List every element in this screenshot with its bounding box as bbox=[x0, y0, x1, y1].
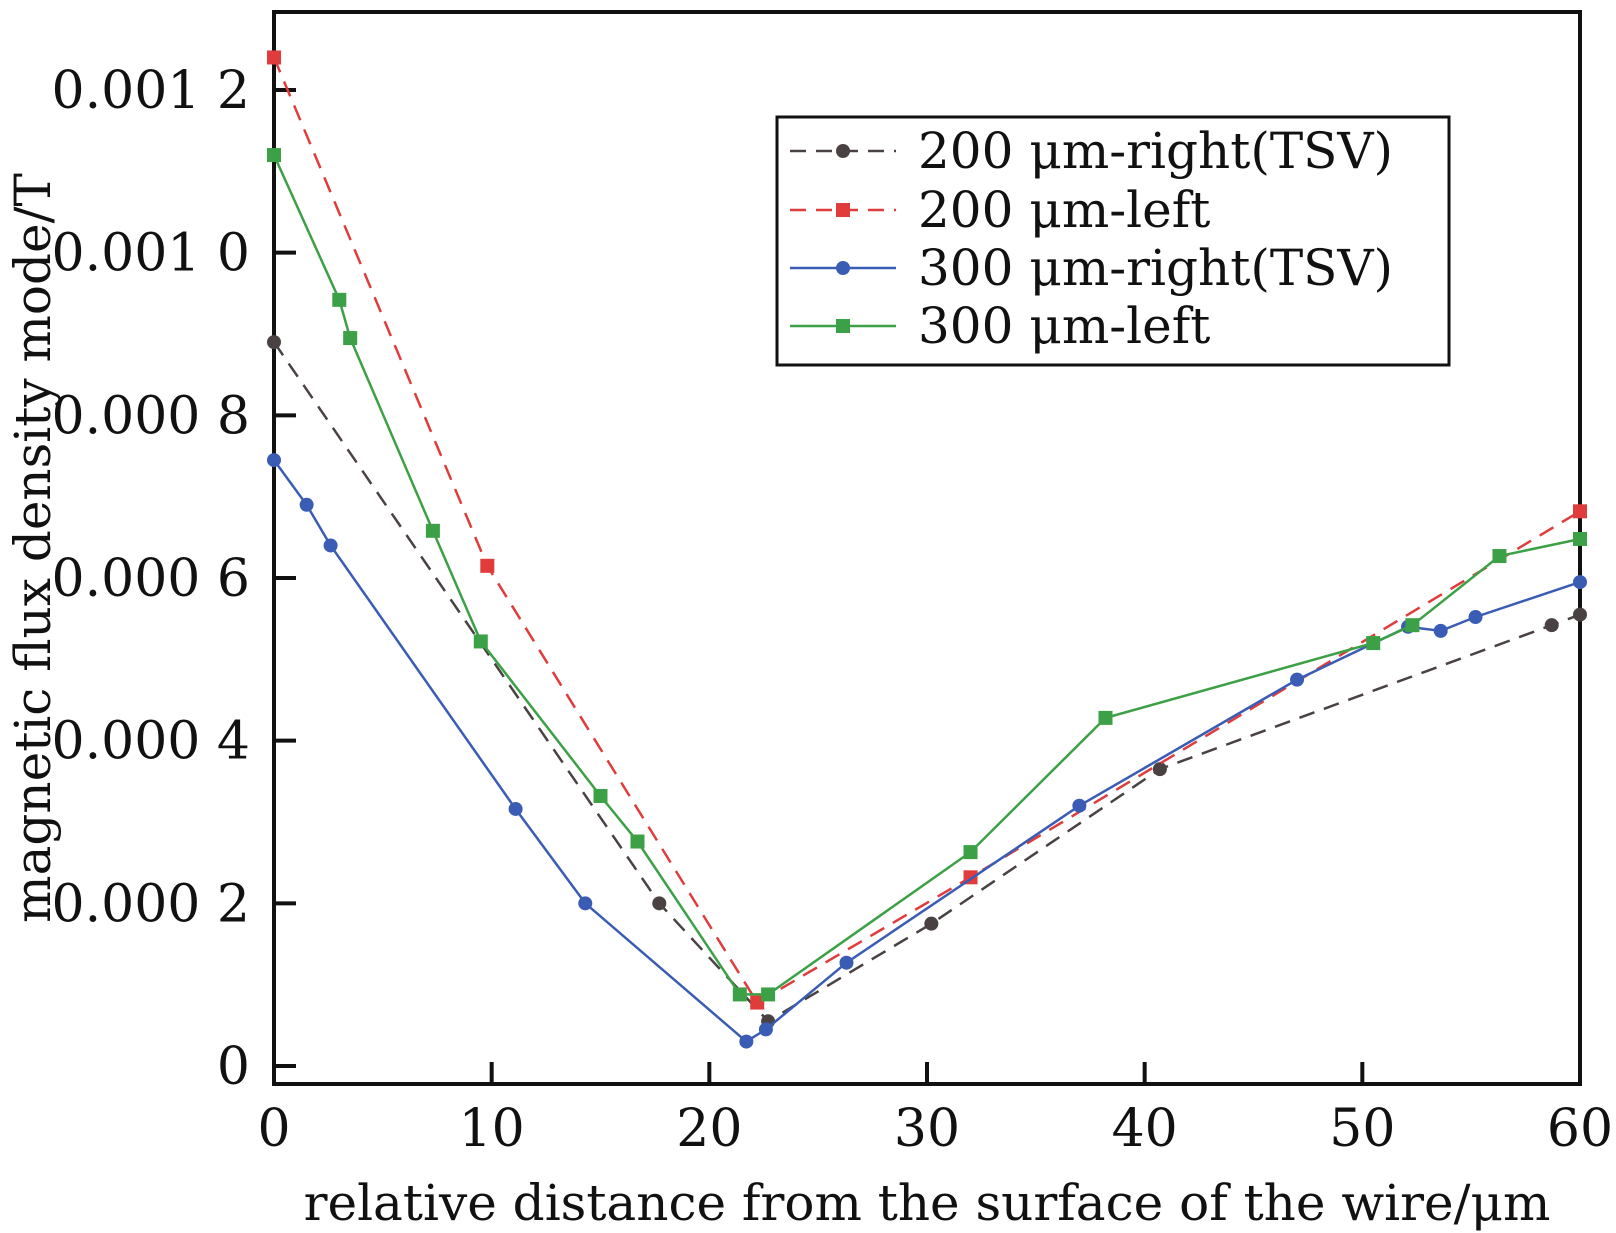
y-tick-label: 0.001 0 bbox=[52, 224, 250, 284]
series bbox=[267, 453, 1587, 1049]
data-point bbox=[836, 144, 850, 158]
legend-box bbox=[775, 115, 1451, 367]
data-point bbox=[758, 1022, 773, 1037]
y-tick-label: 0.000 8 bbox=[52, 386, 250, 446]
data-point bbox=[739, 1034, 754, 1049]
x-tick-label: 50 bbox=[1329, 1099, 1395, 1159]
data-point bbox=[1468, 610, 1483, 625]
legend-label: 200 μm-right(TSV) bbox=[918, 122, 1393, 180]
data-point bbox=[267, 335, 281, 350]
data-point bbox=[508, 801, 523, 816]
x-tick-label: 10 bbox=[459, 1099, 525, 1159]
data-point bbox=[480, 558, 495, 573]
data-point bbox=[1098, 710, 1113, 725]
data-point bbox=[299, 497, 314, 512]
legend-label: 200 μm-left bbox=[918, 181, 1210, 239]
x-axis-title: relative distance from the surface of th… bbox=[304, 1174, 1551, 1232]
series bbox=[267, 148, 1587, 1002]
data-point bbox=[267, 148, 281, 163]
series-layer bbox=[267, 50, 1587, 1049]
data-point bbox=[578, 896, 593, 911]
y-tick-label: 0.001 2 bbox=[52, 61, 250, 121]
data-point bbox=[836, 261, 850, 275]
y-tick-label: 0 bbox=[217, 1037, 250, 1097]
data-point bbox=[1290, 672, 1305, 687]
data-point bbox=[1573, 531, 1587, 546]
series-line bbox=[272, 57, 1581, 1005]
data-point bbox=[323, 538, 338, 553]
x-tick-label: 0 bbox=[257, 1099, 290, 1159]
y-tick-label: 0.000 2 bbox=[52, 874, 250, 934]
legend-label: 300 μm-right(TSV) bbox=[918, 239, 1393, 297]
data-point bbox=[732, 987, 747, 1002]
data-point bbox=[1544, 618, 1559, 633]
data-point bbox=[1072, 798, 1087, 813]
data-point bbox=[1405, 618, 1420, 633]
data-point bbox=[1573, 575, 1587, 590]
data-point bbox=[593, 788, 608, 803]
data-point bbox=[836, 319, 850, 333]
y-tick-label: 0.000 6 bbox=[52, 549, 250, 609]
series bbox=[267, 335, 1587, 1029]
data-point bbox=[836, 203, 850, 217]
data-point bbox=[425, 523, 440, 538]
series bbox=[267, 50, 1587, 1010]
data-point bbox=[761, 987, 776, 1002]
data-point bbox=[630, 834, 645, 849]
x-tick-label: 20 bbox=[676, 1099, 742, 1159]
x-axis-ticks: 0 10 20 30 40 50 60 bbox=[257, 1062, 1613, 1159]
data-point bbox=[1433, 623, 1448, 638]
data-point bbox=[1492, 549, 1507, 564]
data-point bbox=[839, 955, 854, 970]
x-tick-label: 40 bbox=[1112, 1099, 1178, 1159]
x-tick-label: 30 bbox=[894, 1099, 960, 1159]
data-point bbox=[963, 845, 978, 860]
data-point bbox=[332, 292, 347, 307]
data-point bbox=[924, 916, 939, 931]
data-point bbox=[1573, 504, 1587, 519]
data-point bbox=[267, 453, 281, 468]
data-point bbox=[1573, 607, 1587, 622]
legend-label: 300 μm-left bbox=[918, 297, 1210, 355]
series-line bbox=[272, 459, 1581, 1044]
data-point bbox=[343, 331, 358, 346]
x-tick-label: 60 bbox=[1547, 1099, 1613, 1159]
data-point bbox=[267, 50, 281, 65]
y-tick-label: 0.000 4 bbox=[52, 712, 250, 772]
data-point bbox=[1366, 636, 1381, 651]
data-point bbox=[1152, 762, 1167, 777]
data-point bbox=[473, 634, 488, 649]
y-axis-ticks: 0 0.000 2 0.000 4 0.000 6 0.000 8 0.001 0 0.00… bbox=[52, 61, 296, 1097]
data-point bbox=[652, 896, 667, 911]
y-axis-title: magnetic flux density mode/T bbox=[4, 173, 62, 923]
data-point bbox=[750, 995, 765, 1010]
